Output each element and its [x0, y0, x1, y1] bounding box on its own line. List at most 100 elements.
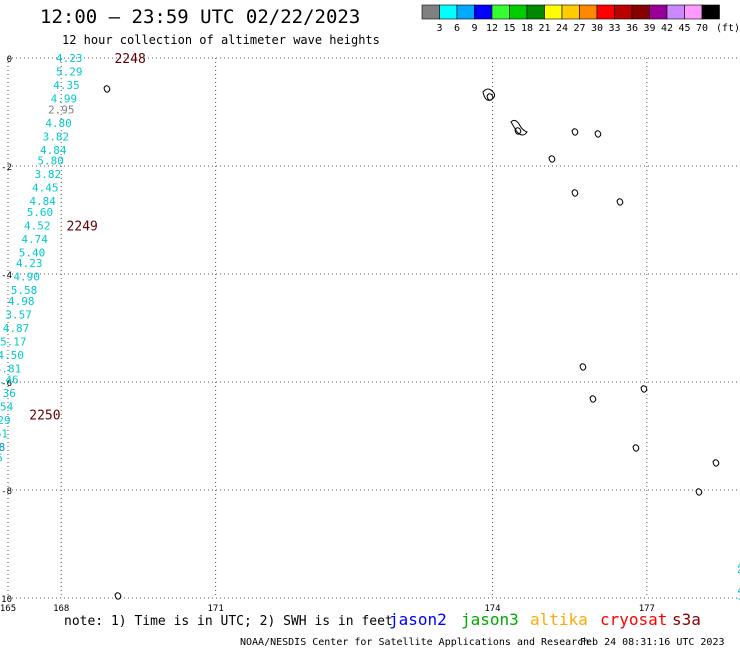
swh-value-label: 5.60 [27, 206, 54, 219]
swh-value-label: 5.17 [0, 336, 27, 349]
lon-tick-label: 174 [484, 604, 500, 614]
lat-tick-label: -10 [0, 595, 12, 605]
island-outline [510, 119, 528, 136]
legend-label: 21 [538, 23, 550, 34]
lon-tick-label: 165 [0, 604, 16, 614]
legend-label: 42 [661, 23, 673, 34]
legend-label: 9 [471, 23, 477, 34]
swh-value-label: 4.99 [51, 93, 78, 106]
legend-swatch [649, 4, 668, 20]
island-outline [589, 395, 597, 403]
swh-value-label: 5.29 [56, 66, 83, 79]
island-outline [712, 459, 720, 467]
lat-tick-label: -6 [1, 379, 12, 389]
swh-value-label: 4.35 [53, 79, 80, 92]
swh-value-label-right: 4.28 [737, 560, 740, 573]
swh-value-label: 4.84 [29, 195, 56, 208]
swh-value-label-right: 3.98 [737, 589, 740, 602]
satellite-legend-jason3: jason3 [461, 610, 519, 629]
lat-tick-label: -2 [1, 163, 12, 173]
satellite-legend-jason2: jason2 [389, 610, 447, 629]
lon-tick-label: 171 [207, 604, 223, 614]
swh-value-label: 5.58 [11, 284, 38, 297]
swh-value-label: 4.74 [21, 233, 48, 246]
island-outline [632, 444, 640, 452]
lat-tick-label: -4 [1, 271, 12, 281]
legend-swatch [526, 4, 545, 20]
satellite-legend-cryosat: cryosat [600, 610, 667, 629]
island-outline [594, 130, 602, 138]
legend-swatch [544, 4, 563, 20]
legend-label: 18 [521, 23, 533, 34]
swh-value-label: 4.80 [45, 117, 72, 130]
legend-label: 6 [454, 23, 460, 34]
swh-value-label: 4.29 [0, 414, 11, 427]
legend-swatch [666, 4, 685, 20]
swh-value-label-right: 4.45 [737, 565, 740, 578]
swh-value-label: 5.80 [37, 155, 64, 168]
lat-tick-label: 0 [7, 55, 12, 65]
legend-swatch [631, 4, 650, 20]
swh-value-label: 4.81 [0, 363, 21, 376]
legend-swatch [421, 4, 440, 20]
island-outline [103, 85, 111, 93]
legend-swatch [561, 4, 580, 20]
lon-tick-label: 177 [639, 604, 655, 614]
legend-label: 30 [591, 23, 603, 34]
swh-value-label: 4.23 [16, 257, 43, 270]
legend-unit: (ft) [716, 23, 740, 34]
footer-timestamp: Feb 24 08:31:16 UTC 2023 [580, 637, 725, 648]
island-outline [695, 488, 703, 496]
swh-value-label: 5.40 [19, 246, 46, 259]
legend-swatch [439, 4, 458, 20]
legend-swatch [491, 4, 510, 20]
island-outline [571, 189, 579, 197]
pass-time-label: 2249 [67, 219, 98, 234]
swh-value-label: 4.50 [0, 349, 24, 362]
legend-label: 45 [678, 23, 690, 34]
legend-label: 36 [626, 23, 638, 34]
page-title: 12:00 – 23:59 UTC 02/22/2023 [40, 6, 361, 28]
swh-value-label: 4.84 [40, 144, 67, 157]
legend-label: 27 [573, 23, 585, 34]
swh-value-label: 4.45 [32, 182, 59, 195]
island-outline [482, 88, 496, 101]
legend-swatch [701, 4, 720, 20]
lat-tick-label: -8 [1, 487, 12, 497]
swh-value-label: 3.82 [43, 130, 70, 143]
swh-value-label: 4.66 [0, 452, 3, 465]
legend-swatch [474, 4, 493, 20]
swh-value-label: 5.36 [0, 387, 16, 400]
island-outline [486, 93, 494, 101]
legend-label: 3 [436, 23, 442, 34]
island-outline [640, 385, 648, 393]
satellite-legend-altika: altika [530, 610, 588, 629]
legend-swatch [614, 4, 633, 20]
lon-tick-label: 168 [53, 604, 69, 614]
island-outline [114, 592, 122, 600]
swh-value-label: 4.87 [3, 322, 30, 335]
legend-swatch [684, 4, 703, 20]
island-outline [571, 128, 579, 136]
swh-value-label: 3.82 [35, 168, 62, 181]
swh-value-label: 4.61 [0, 427, 8, 440]
legend-label: 15 [503, 23, 515, 34]
swh-value-label: 4.52 [24, 219, 51, 232]
swh-value-label: 5.46 [0, 373, 19, 386]
island-outline [616, 198, 624, 206]
swh-value-label: 4.98 [8, 295, 35, 308]
swh-value-label-right: 4.18 [737, 584, 740, 597]
page-subtitle: 12 hour collection of altimeter wave hei… [62, 33, 380, 47]
island-outline [548, 155, 556, 163]
pass-time-label: 2248 [114, 52, 145, 67]
footer-note: note: 1) Time is in UTC; 2) SWH is in fe… [64, 614, 393, 629]
island-outline [579, 363, 587, 371]
legend-swatch [456, 4, 475, 20]
swh-value-label: 4.23 [56, 52, 83, 65]
legend-label: 24 [556, 23, 568, 34]
pass-time-label: 2250 [29, 408, 60, 423]
legend-label: 12 [486, 23, 498, 34]
satellite-legend-s3a: s3a [672, 610, 701, 629]
